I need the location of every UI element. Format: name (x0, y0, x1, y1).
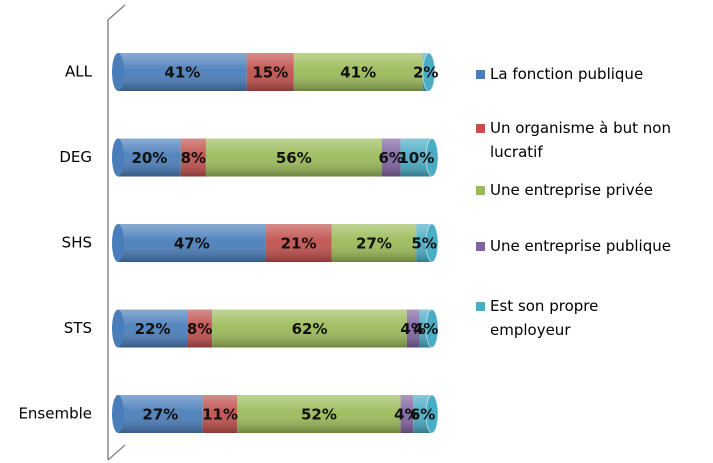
value-label: 6% (410, 406, 435, 424)
chart: ALL 41% 15% 41% 2%DEG 20% 8% 56% 6%10%SHS 47% 21% 2… (18, 4, 439, 461)
legend-swatch (476, 302, 485, 311)
value-label: 8% (181, 149, 206, 167)
bar-shade (118, 53, 247, 91)
value-label: 22% (135, 320, 171, 338)
legend: La fonction publique Un organisme à but n… (476, 62, 711, 342)
value-label: 27% (142, 406, 178, 424)
legend-item: La fonction publique (476, 62, 711, 86)
legend-item: Une entreprise privée (476, 178, 711, 202)
value-label: 20% (131, 149, 167, 167)
category-label: Ensemble (18, 405, 92, 423)
value-label: 8% (187, 320, 212, 338)
bar-start (112, 53, 124, 91)
value-label: 15% (252, 64, 288, 82)
category-label: DEG (59, 148, 92, 166)
value-label: 6% (378, 149, 403, 167)
legend-item: Un organisme à but non lucratif (476, 116, 711, 164)
bar-shade (118, 224, 266, 262)
bar-cap (425, 309, 439, 348)
bar-shade (118, 395, 203, 433)
legend-label: Une entreprise privée (490, 181, 654, 199)
bar-cap (425, 223, 439, 263)
bar-cap (425, 394, 439, 434)
bar-shade (406, 309, 420, 348)
bar-shade (237, 395, 401, 433)
legend-swatch (476, 70, 485, 79)
value-label: 52% (301, 406, 337, 424)
legend-label: Une entreprise publique (490, 237, 671, 255)
value-label: 21% (281, 235, 317, 253)
bar-shade (202, 395, 238, 433)
value-label: 62% (292, 320, 328, 338)
legend-swatch (476, 124, 485, 133)
value-label: 11% (202, 406, 238, 424)
bar-start (112, 138, 124, 177)
bar-shade (293, 53, 423, 91)
value-label: 41% (340, 64, 376, 82)
bar-cap (422, 52, 436, 92)
legend-label: Un organisme à but non lucratif (490, 119, 671, 161)
bar-start (112, 309, 124, 348)
bar-shade (180, 138, 206, 177)
bar-shade (205, 138, 382, 177)
legend-swatch (476, 186, 485, 195)
value-label: 4% (413, 320, 438, 338)
value-label: 27% (356, 235, 392, 253)
legend-swatch (476, 242, 485, 251)
bar-start (112, 395, 124, 433)
legend-label: Est son propre employeur (490, 297, 599, 339)
value-label: 56% (276, 149, 312, 167)
bar-shade (265, 224, 332, 262)
axis-wall (107, 444, 126, 461)
value-label: 47% (174, 235, 210, 253)
bar-shade (212, 309, 407, 348)
category-label: ALL (65, 63, 93, 81)
value-label: 4% (400, 320, 425, 338)
bar-shade (118, 138, 181, 177)
value-label: 41% (164, 64, 200, 82)
bar-shade (381, 138, 401, 177)
value-label: 5% (411, 235, 436, 253)
bar-cap (425, 138, 439, 177)
legend-item: Une entreprise publique (476, 234, 711, 258)
bar-shade (187, 309, 213, 348)
category-label: STS (64, 319, 92, 337)
bar-shade (246, 53, 294, 91)
value-label: 4% (394, 406, 419, 424)
legend-item: Est son propre employeur (476, 294, 711, 342)
bar-shade (331, 224, 417, 262)
bar-shade (400, 395, 414, 433)
bar-shade (118, 309, 188, 348)
bar-start (112, 224, 124, 262)
value-label: 2% (413, 64, 438, 82)
legend-label: La fonction publique (490, 65, 644, 83)
axis-wall (107, 4, 126, 460)
category-label: SHS (62, 234, 92, 252)
value-label: 10% (398, 149, 434, 167)
